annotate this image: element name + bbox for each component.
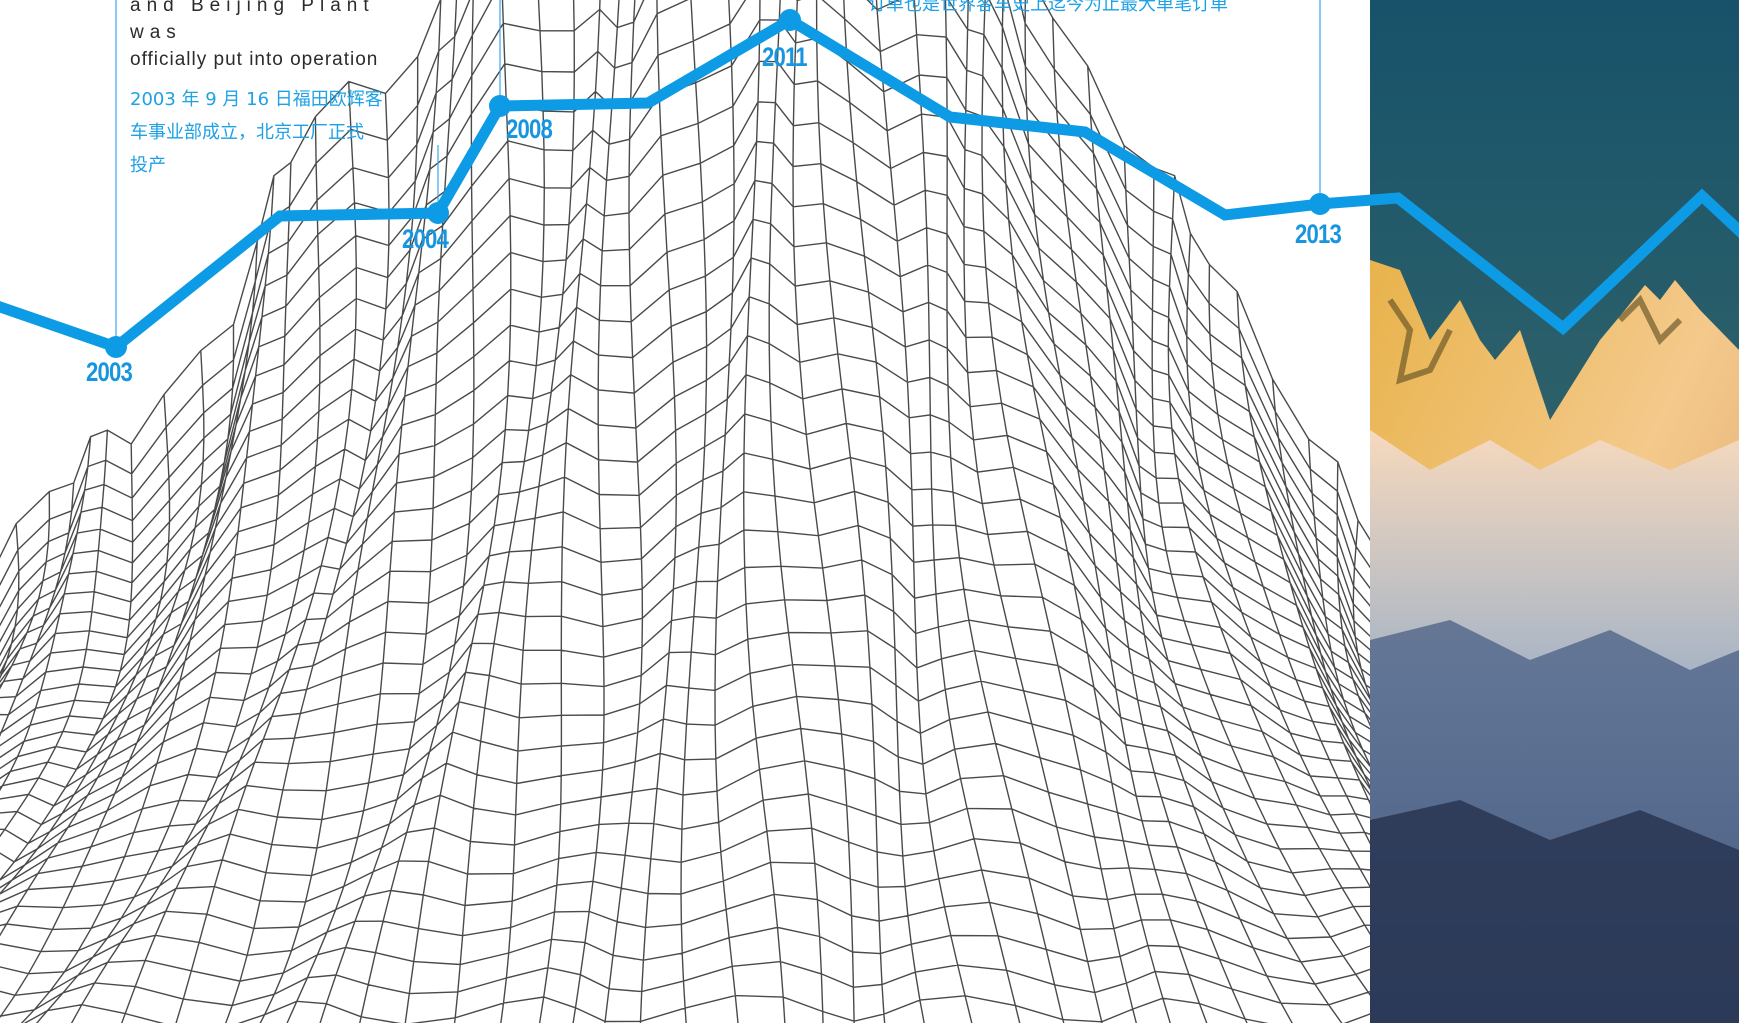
year-label-2008: 2008 (506, 114, 553, 144)
milestone-dot-2013 (1309, 193, 1331, 215)
note-2003-zh-line1: 2003 年 9 月 16 日福田欧辉客 (130, 89, 383, 110)
note-2003: and Beijing Plant was officially put int… (130, 0, 410, 182)
milestone-dot-2003 (105, 336, 127, 358)
year-label-2013: 2013 (1295, 219, 1342, 249)
leader-lines (115, 0, 1321, 347)
milestone-dot-2011 (779, 9, 801, 31)
mountain-photo-icon (1370, 0, 1739, 1023)
note-2003-zh-line2: 车事业部成立，北京工厂正式 (130, 122, 364, 143)
note-2013: 订单也是世界客车史上迄今为止最大单笔订单 (868, 0, 1308, 21)
note-2003-en-line1: and Beijing Plant was (130, 0, 375, 43)
mountain-photo (1370, 0, 1739, 1023)
year-label-2003: 2003 (86, 357, 133, 387)
year-label-2004: 2004 (402, 224, 449, 254)
note-2003-zh-line3: 投产 (130, 155, 166, 176)
note-2003-en-line2: officially put into operation (130, 49, 379, 70)
note-2013-zh-line1: 订单也是世界客车史上迄今为止最大单笔订单 (868, 0, 1228, 15)
year-label-2011: 2011 (762, 42, 808, 72)
milestone-dot-2008 (489, 95, 511, 117)
milestone-dot-2004 (427, 202, 449, 224)
timeline-trend-line (0, 13, 1739, 354)
